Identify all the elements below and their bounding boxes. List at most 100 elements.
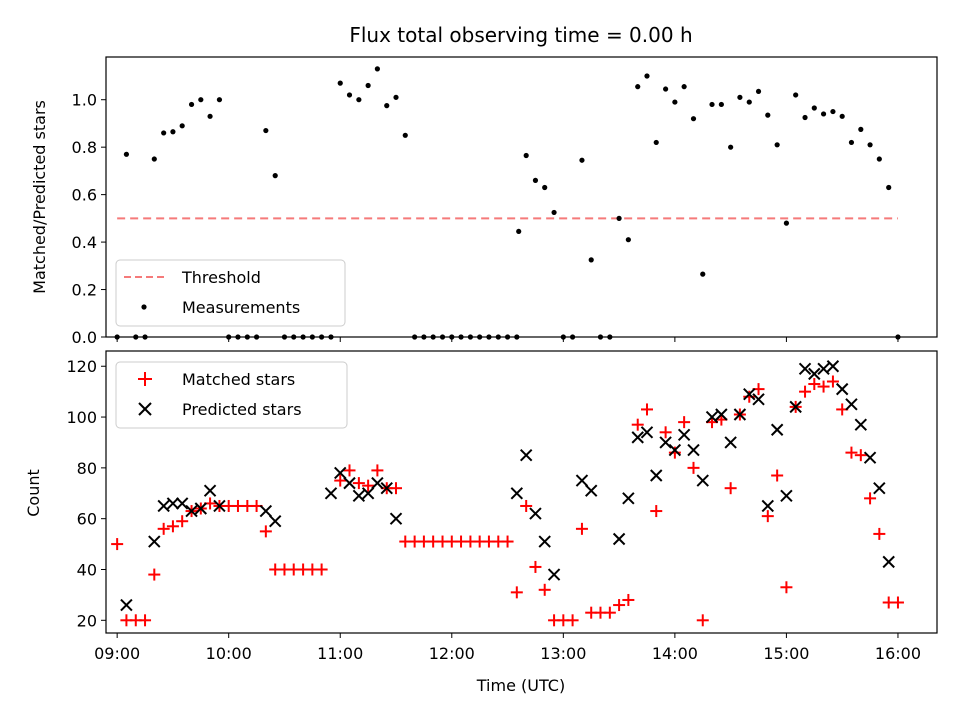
x-tick-label: 09:00 bbox=[94, 644, 140, 663]
matched-star-point bbox=[259, 525, 272, 538]
measurement-point bbox=[402, 132, 408, 138]
measurement-point bbox=[588, 257, 594, 263]
measurement-point bbox=[858, 126, 864, 132]
legend-measurements-label: Measurements bbox=[182, 298, 300, 317]
x-tick-label: 14:00 bbox=[652, 644, 698, 663]
measurement-point bbox=[746, 99, 752, 105]
predicted-star-point bbox=[640, 426, 654, 439]
measurement-point bbox=[170, 129, 176, 135]
measurement-point bbox=[542, 184, 548, 191]
predicted-star-point bbox=[659, 436, 672, 449]
measurement-point bbox=[616, 215, 622, 221]
x-tick-label: 13:00 bbox=[540, 644, 586, 663]
predicted-star-point bbox=[519, 448, 533, 462]
predicted-star-point bbox=[724, 436, 737, 449]
measurement-point bbox=[356, 97, 362, 103]
predicted-star-point bbox=[715, 408, 728, 421]
matched-star-point bbox=[743, 390, 756, 403]
predicted-star-point bbox=[157, 499, 170, 513]
matched-star-point bbox=[362, 479, 375, 492]
x-tick-label: 12:00 bbox=[429, 644, 475, 663]
matched-star-point bbox=[343, 464, 356, 477]
matched-star-point bbox=[864, 492, 877, 505]
measurement-point bbox=[151, 156, 157, 162]
y-tick-label: 40 bbox=[77, 560, 97, 579]
y-tick-label: 0.0 bbox=[72, 328, 97, 347]
matched-star-point bbox=[538, 583, 551, 596]
matched-star-point bbox=[873, 527, 886, 540]
measurement-point bbox=[523, 152, 529, 159]
predicted-star-point bbox=[371, 476, 384, 490]
bottom-legend-box bbox=[115, 361, 348, 429]
y-tick-label: 20 bbox=[77, 611, 97, 630]
measurement-point bbox=[663, 86, 669, 92]
matched-star-point bbox=[854, 449, 867, 462]
predicted-star-point bbox=[194, 502, 208, 515]
predicted-star-point bbox=[770, 423, 784, 436]
measurement-point bbox=[346, 92, 353, 98]
predicted-star-point bbox=[529, 507, 542, 520]
measurement-point bbox=[690, 116, 697, 122]
predicted-star-point bbox=[120, 598, 133, 612]
y-tick-label: 0.2 bbox=[72, 281, 97, 300]
predicted-star-point bbox=[361, 487, 375, 500]
measurement-point bbox=[728, 144, 734, 150]
predicted-star-point bbox=[148, 535, 161, 548]
measurement-point bbox=[709, 101, 715, 108]
predicted-star-point bbox=[538, 535, 551, 548]
legend-predicted-label: Predicted stars bbox=[182, 400, 302, 419]
matched-star-point bbox=[891, 596, 904, 609]
measurement-point bbox=[886, 184, 892, 191]
predicted-star-point bbox=[352, 489, 366, 503]
predicted-star-point bbox=[854, 418, 868, 431]
measurement-point bbox=[374, 66, 380, 72]
y-tick-label: 100 bbox=[66, 408, 97, 427]
predicted-star-point bbox=[380, 481, 393, 495]
measurement-point bbox=[365, 82, 371, 89]
measurement-point bbox=[532, 177, 539, 183]
matched-star-point bbox=[111, 538, 124, 551]
matched-star-point bbox=[315, 563, 328, 576]
predicted-star-point bbox=[835, 382, 849, 396]
predicted-star-point bbox=[826, 360, 840, 373]
predicted-star-point bbox=[752, 393, 765, 406]
measurement-point bbox=[207, 113, 213, 119]
matched-star-point bbox=[650, 505, 663, 518]
measurement-point bbox=[161, 130, 167, 136]
y-tick-label: 0.6 bbox=[72, 186, 97, 205]
predicted-star-point bbox=[761, 499, 774, 513]
matched-star-point bbox=[390, 482, 403, 495]
predicted-star-point bbox=[668, 443, 682, 457]
measurement-point bbox=[216, 97, 223, 103]
measurement-point bbox=[672, 99, 678, 105]
measurement-point bbox=[700, 271, 706, 277]
predicted-star-point bbox=[705, 410, 719, 424]
top-axes-frame bbox=[105, 56, 938, 338]
measurement-point bbox=[755, 88, 762, 95]
predicted-star-point bbox=[798, 362, 812, 375]
predicted-star-point bbox=[259, 504, 273, 518]
matched-star-point bbox=[334, 474, 347, 487]
matched-star-point bbox=[826, 375, 839, 388]
predicted-star-point bbox=[585, 484, 598, 497]
matched-star-point bbox=[510, 586, 523, 599]
measurement-point bbox=[551, 209, 557, 216]
measurement-point bbox=[653, 139, 659, 146]
matched-star-point bbox=[371, 464, 384, 477]
predicted-star-point bbox=[612, 532, 626, 546]
predicted-star-point bbox=[631, 431, 644, 444]
legend-predicted-swatch bbox=[138, 402, 152, 416]
measurement-point bbox=[188, 101, 195, 108]
predicted-star-point bbox=[510, 487, 524, 500]
matched-star-point bbox=[678, 416, 691, 429]
matched-star-point bbox=[148, 568, 161, 581]
matched-star-point bbox=[668, 446, 681, 459]
matched-star-point bbox=[817, 380, 830, 393]
matched-star-point bbox=[659, 426, 672, 439]
top-legend: Threshold Measurements bbox=[115, 259, 346, 327]
matched-star-point bbox=[808, 378, 821, 391]
matched-star-point bbox=[575, 522, 588, 535]
y-tick-label: 0.8 bbox=[72, 138, 97, 157]
measurement-point bbox=[337, 80, 343, 86]
